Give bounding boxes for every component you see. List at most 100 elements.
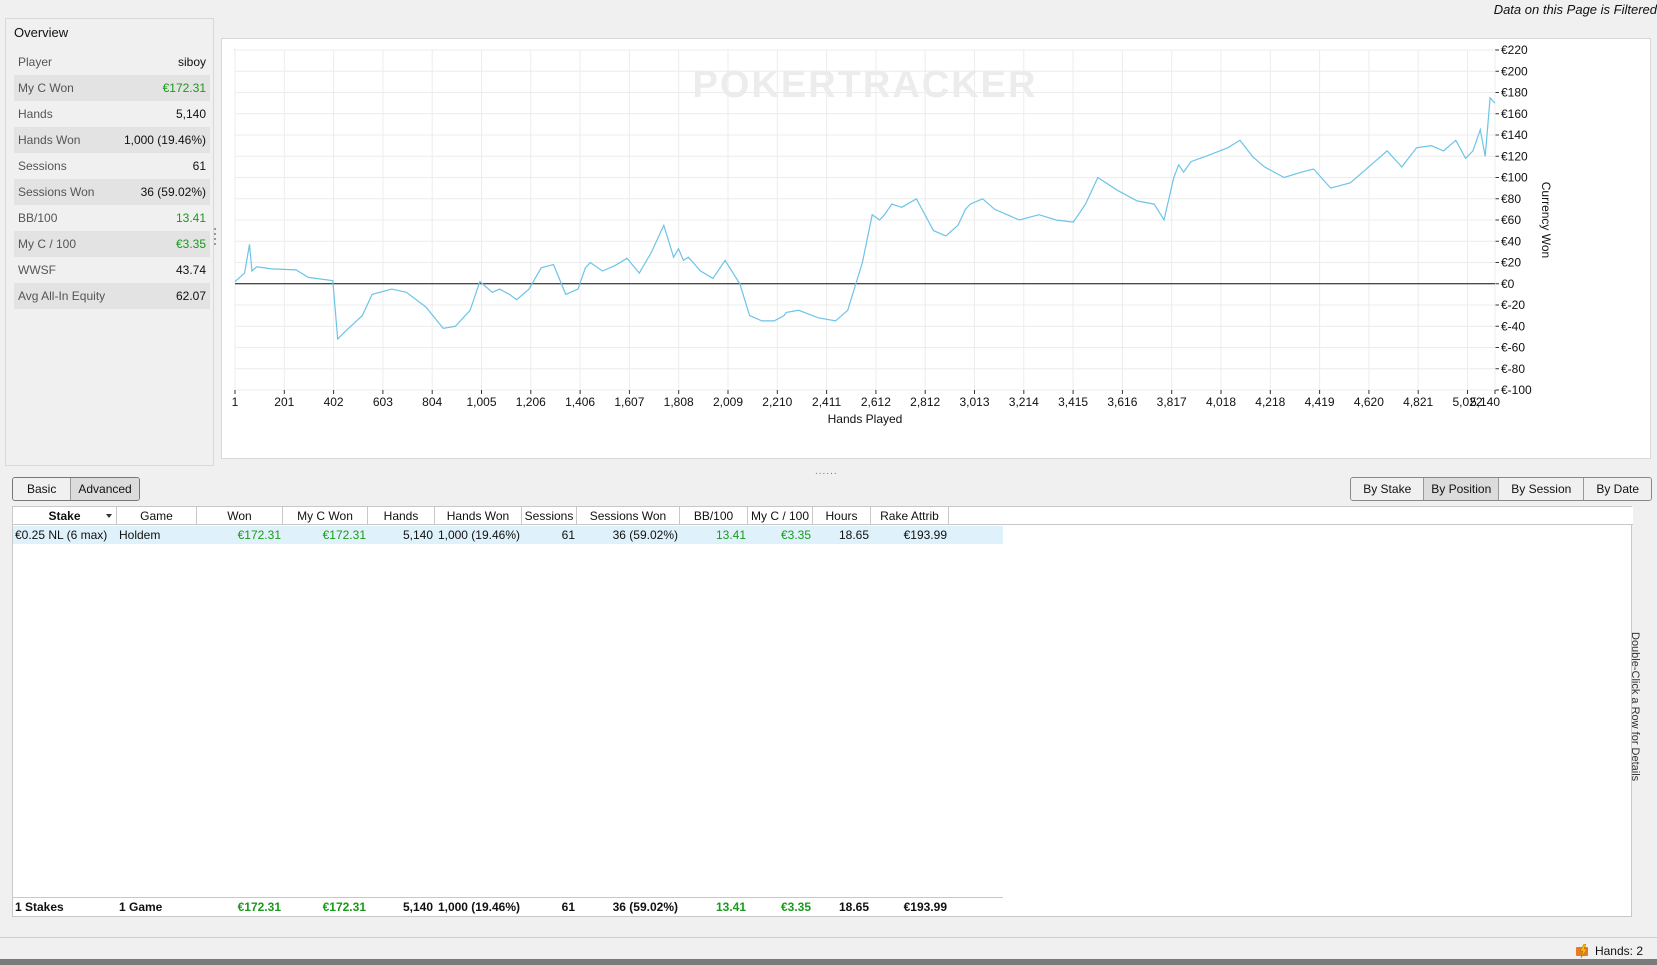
series-line: [234, 96, 1496, 341]
x-tick-label: 2,009: [713, 395, 743, 409]
x-tick-label: 4,821: [1403, 395, 1433, 409]
x-tick-label: 1,206: [516, 395, 546, 409]
overview-label: Sessions: [18, 159, 67, 173]
overview-label: Avg All-In Equity: [18, 289, 106, 303]
overview-row: Avg All-In Equity 62.07: [14, 283, 210, 309]
tab-basic[interactable]: Basic: [13, 478, 72, 500]
x-tick-label: 2,612: [861, 395, 891, 409]
column-header[interactable]: Hands Won: [435, 507, 522, 525]
panel-resize-grip[interactable]: [213, 228, 217, 256]
table-cell: 13.41: [715, 900, 746, 914]
y-tick-label: €-80: [1501, 362, 1525, 376]
tab-by-position[interactable]: By Position: [1424, 478, 1500, 500]
overview-label: Hands Won: [18, 133, 81, 147]
x-tick-label: 3,817: [1157, 395, 1187, 409]
overview-panel: Overview Player siboy My C Won €172.31 Hands…: [5, 18, 214, 466]
x-tick-label: 2,210: [762, 395, 792, 409]
y-tick-label: €-20: [1501, 298, 1525, 312]
tab-by-stake[interactable]: By Stake: [1351, 478, 1425, 500]
table-cell: 61: [561, 528, 575, 542]
column-header[interactable]: Rake Attrib: [871, 507, 949, 525]
table-cell: 1 Game: [119, 900, 163, 914]
overview-label: WWSF: [18, 263, 56, 277]
results-graph: POKERTRACKER €220 €200 €180 €160 €140 €120 €100…: [221, 38, 1651, 459]
y-tick-label: €120: [1501, 149, 1528, 163]
column-header[interactable]: Sessions Won: [577, 507, 680, 525]
overview-value: 36 (59.02%): [140, 185, 206, 199]
tab-by-date[interactable]: By Date: [1584, 478, 1651, 500]
lightning-icon: [1575, 944, 1588, 958]
column-header[interactable]: My C / 100: [748, 507, 813, 525]
x-tick-label: 201: [274, 395, 294, 409]
y-tick-label: €-100: [1501, 383, 1532, 397]
table-cell: 36 (59.02%): [612, 900, 678, 914]
x-tick-label: 603: [373, 395, 393, 409]
table-cell: €172.31: [322, 900, 366, 914]
overview-label: My C / 100: [18, 237, 77, 251]
side-hint: Double-Click a Row for Details: [1627, 632, 1643, 782]
x-tick-label: 3,214: [1009, 395, 1039, 409]
splitter-handle[interactable]: ......: [815, 466, 838, 477]
table-cell: €172.31: [237, 528, 281, 542]
overview-row: Sessions 61: [14, 153, 210, 179]
x-tick-label: 5,140: [1470, 395, 1500, 409]
column-header[interactable]: Won: [197, 507, 283, 525]
column-header[interactable]: Sessions: [522, 507, 577, 525]
x-tick-label: 3,013: [959, 395, 989, 409]
table-header: Stake Game Won My C Won Hands Hands Won Sessio…: [13, 507, 1633, 525]
overview-stats: Player siboy My C Won €172.31 Hands 5,140 Hand…: [14, 49, 210, 309]
x-tick-label: 1,005: [466, 395, 496, 409]
column-header[interactable]: BB/100: [680, 507, 748, 525]
x-tick-label: 3,415: [1058, 395, 1088, 409]
y-tick-label: €180: [1501, 86, 1528, 100]
overview-row: Player siboy: [14, 49, 210, 75]
column-header-label: Stake: [48, 509, 81, 523]
column-header[interactable]: Hands: [368, 507, 435, 525]
table-row[interactable]: €0.25 NL (6 max) Holdem €172.31 €172.31 5,14…: [13, 526, 1003, 544]
overview-value: 43.74: [175, 263, 206, 277]
x-tick-label: 1,406: [565, 395, 595, 409]
column-header-label: Won: [227, 509, 252, 523]
column-header-label: My C Won: [297, 509, 353, 523]
column-header-label: Hours: [825, 509, 858, 523]
table-cell: 1 Stakes: [15, 900, 64, 914]
x-tick-label: 804: [422, 395, 442, 409]
x-tick-label: 4,218: [1255, 395, 1285, 409]
column-header-label: BB/100: [693, 509, 734, 523]
table-cell: €172.31: [237, 900, 281, 914]
table-cell: 18.65: [838, 900, 869, 914]
x-tick-label: 402: [324, 395, 344, 409]
table-cell: 1,000 (19.46%): [437, 900, 520, 914]
tab-by-session[interactable]: By Session: [1499, 478, 1585, 500]
column-header[interactable]: Stake: [13, 507, 117, 525]
column-header-label: Rake Attrib: [880, 509, 939, 523]
tab-advanced[interactable]: Advanced: [71, 478, 139, 500]
overview-row: WWSF 43.74: [14, 257, 210, 283]
y-tick-label: €-40: [1501, 319, 1525, 333]
overview-row: Hands Won 1,000 (19.46%): [14, 127, 210, 153]
taskbar-strip: [0, 959, 1657, 965]
hands-count: Hands: 2: [1594, 944, 1643, 958]
column-header[interactable]: Game: [117, 507, 197, 525]
x-tick-label: 1: [232, 395, 239, 409]
hands-indicator[interactable]: Hands: 2: [1575, 944, 1643, 958]
overview-row: Hands 5,140: [14, 101, 210, 127]
table-cell: Holdem: [119, 528, 161, 542]
overview-value: 61: [192, 159, 206, 173]
table-cell: €193.99: [903, 528, 947, 542]
view-mode-tabs: Basic Advanced: [12, 477, 140, 501]
overview-value: 62.07: [175, 289, 206, 303]
overview-title: Overview: [14, 25, 69, 40]
x-axis-label: Hands Played: [828, 412, 903, 426]
table-cell: 13.41: [715, 528, 746, 542]
x-tick-label: 2,812: [910, 395, 940, 409]
column-header[interactable]: My C Won: [283, 507, 368, 525]
grouping-tabs: By Stake By Position By Session By Date: [1350, 477, 1652, 501]
y-tick-label: €-60: [1501, 341, 1525, 355]
y-tick-label: €40: [1501, 234, 1521, 248]
overview-value: 13.41: [175, 211, 206, 225]
table-cell: €0.25 NL (6 max): [15, 528, 108, 542]
graph-svg: POKERTRACKER €220 €200 €180 €160 €140 €120 €100…: [232, 43, 1553, 426]
column-header[interactable]: Hours: [813, 507, 871, 525]
overview-row: BB/100 13.41: [14, 205, 210, 231]
